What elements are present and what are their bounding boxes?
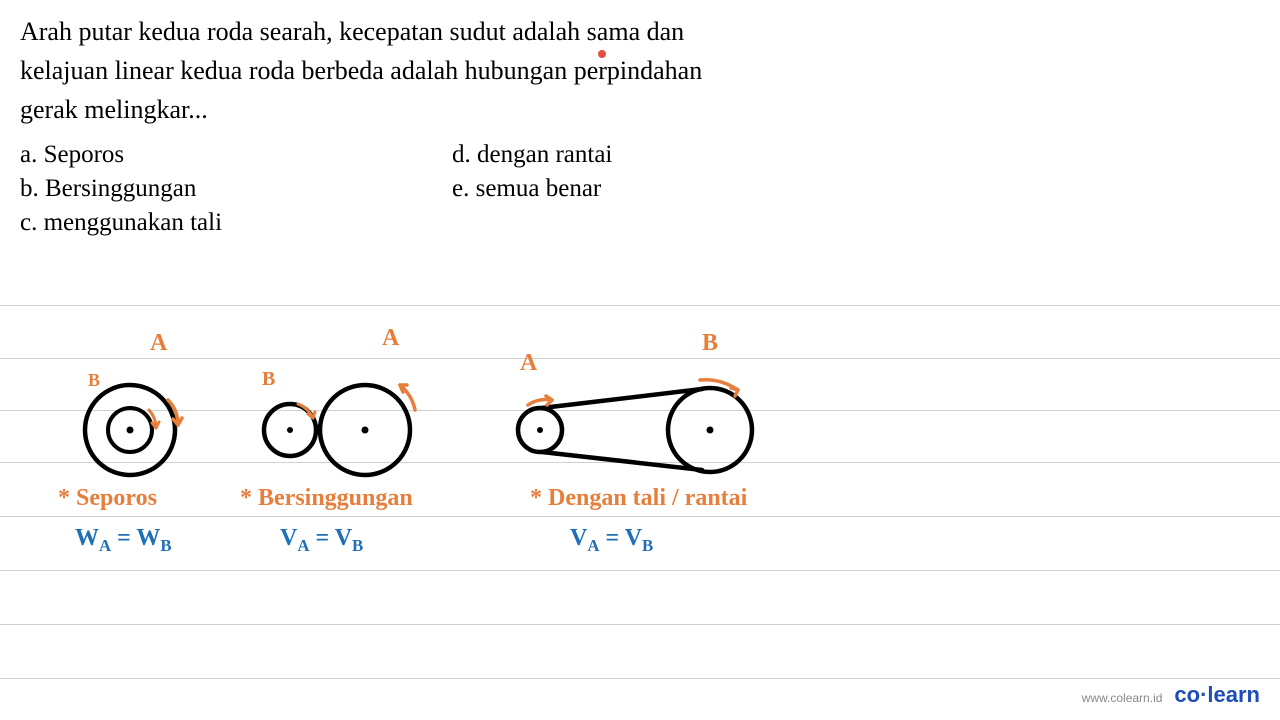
bersing-label-b: B: [262, 368, 275, 391]
option-c: c. menggunakan tali: [20, 209, 222, 237]
options-container: a. Seporos b. Bersinggungan c. menggunak…: [0, 137, 1280, 241]
tali-right-dot: [707, 427, 714, 434]
eq-bersinggungan: VA = VB: [280, 525, 363, 556]
options-right-column: d. dengan rantai e. semua benar: [452, 141, 612, 237]
seporos-label-b: B: [88, 370, 100, 391]
footer: www.colearn.id co·learn: [1082, 682, 1260, 708]
caption-seporos: * Seporos: [58, 485, 157, 512]
option-d: d. dengan rantai: [452, 141, 612, 169]
option-a: a. Seporos: [20, 141, 222, 169]
option-b: b. Bersinggungan: [20, 175, 222, 203]
bersing-right-dot: [362, 427, 369, 434]
footer-url: www.colearn.id: [1082, 691, 1163, 705]
bersing-label-a: A: [382, 325, 399, 352]
tali-label-b: B: [702, 330, 718, 357]
options-left-column: a. Seporos b. Bersinggungan c. menggunak…: [20, 141, 222, 237]
eq-seporos: WA = WB: [75, 525, 172, 556]
bersing-left-dot: [287, 427, 293, 433]
caption-tali: * Dengan tali / rantai: [530, 485, 747, 512]
red-dot-annotation: [598, 50, 606, 58]
tali-left-dot: [537, 427, 543, 433]
eq-tali: VA = VB: [570, 525, 653, 556]
diagram-area: A B A B A B * Seporos * Bersinggungan * …: [30, 310, 1230, 590]
footer-logo: co·learn: [1174, 682, 1260, 708]
tali-label-a: A: [520, 350, 537, 377]
seporos-center-dot: [127, 427, 134, 434]
option-e: e. semua benar: [452, 175, 612, 203]
seporos-label-a: A: [150, 330, 167, 357]
caption-bersinggungan: * Bersinggungan: [240, 485, 413, 512]
question-text: Arah putar kedua roda searah, kecepatan …: [20, 12, 740, 129]
